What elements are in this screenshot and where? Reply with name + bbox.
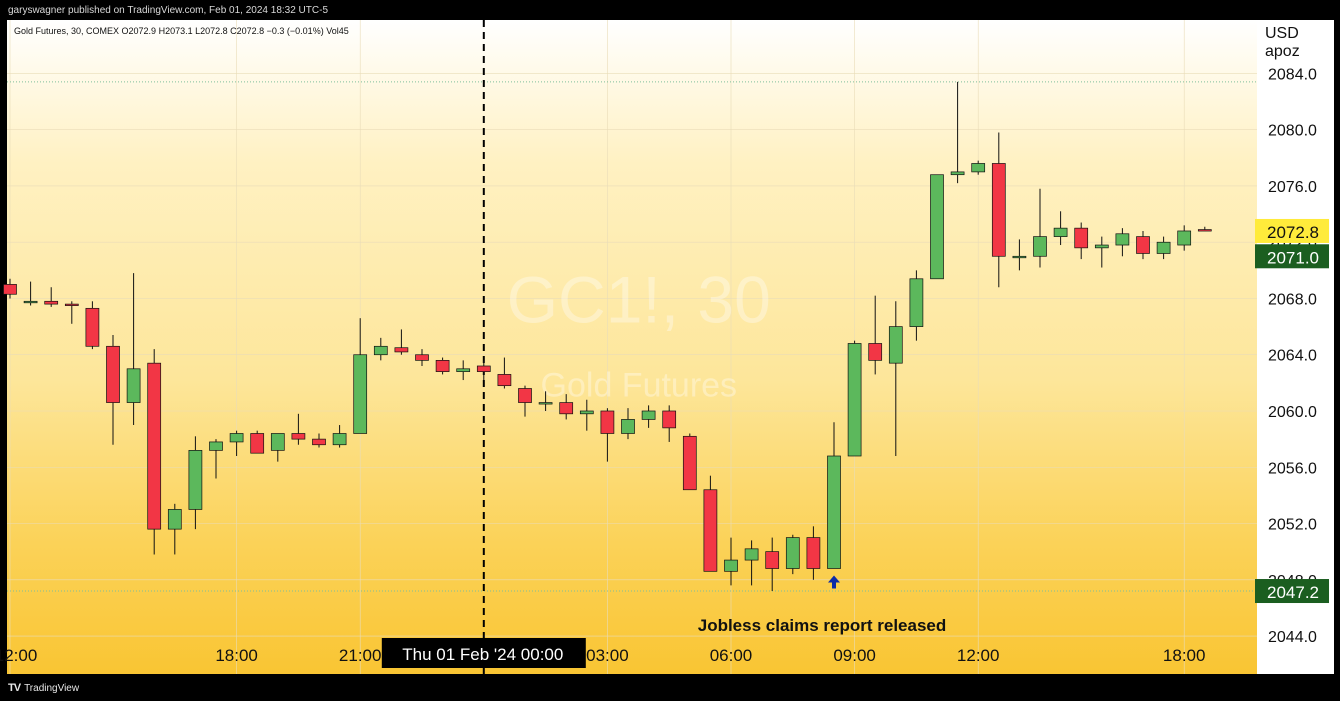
candle-up[interactable] xyxy=(579,410,594,415)
candle-up[interactable] xyxy=(1033,236,1047,257)
footer-brand: TradingView xyxy=(24,682,80,694)
candle-down[interactable] xyxy=(682,435,697,491)
candle-down[interactable] xyxy=(250,433,265,454)
axis-sub-label: apoz xyxy=(1265,43,1300,60)
y-tick-label: 2068.0 xyxy=(1268,291,1317,308)
x-tick-label: 09:00 xyxy=(833,646,876,665)
candle-up[interactable] xyxy=(744,548,759,561)
candle-down[interactable] xyxy=(1197,229,1212,232)
y-tick-label: 2084.0 xyxy=(1268,66,1317,83)
candle-down[interactable] xyxy=(312,438,326,446)
candle-down[interactable] xyxy=(3,284,17,295)
candle-up[interactable] xyxy=(888,326,903,364)
candle-down[interactable] xyxy=(415,354,429,361)
x-tick-label: 12:00 xyxy=(0,646,37,665)
candle-down[interactable] xyxy=(476,365,491,372)
candle-up[interactable] xyxy=(229,433,244,443)
candle-up[interactable] xyxy=(23,300,38,304)
candle-down[interactable] xyxy=(44,300,59,305)
x-tick-label: 03:00 xyxy=(586,646,629,665)
watermark-name: Gold Futures xyxy=(541,366,738,404)
candle-up[interactable] xyxy=(126,368,141,403)
candle-up[interactable] xyxy=(950,171,965,176)
y-tick-label: 2044.0 xyxy=(1268,629,1317,646)
tradingview-logo-icon: TV xyxy=(8,682,21,694)
crosshair-time-label: Thu 01 Feb '24 00:00 xyxy=(402,645,563,664)
candle-up[interactable] xyxy=(1053,227,1068,237)
x-tick-label: 12:00 xyxy=(957,646,1000,665)
candle-down[interactable] xyxy=(600,410,615,434)
candle-down[interactable] xyxy=(1074,227,1089,249)
candle-up[interactable] xyxy=(1094,244,1109,249)
candle-down[interactable] xyxy=(559,402,574,415)
y-tick-label: 2080.0 xyxy=(1268,123,1317,140)
last-price-badge xyxy=(1255,218,1329,243)
published-by-text: garyswagner published on TradingView.com… xyxy=(8,5,329,16)
candle-down[interactable] xyxy=(868,343,883,361)
candle-down[interactable] xyxy=(394,347,409,353)
price-axis[interactable] xyxy=(1257,20,1334,674)
candle-down[interactable] xyxy=(1136,236,1150,254)
candle-up[interactable] xyxy=(724,559,738,572)
series-legend: Gold Futures, 30, COMEX O2072.9 H2073.1 … xyxy=(14,26,349,36)
x-tick-label: 06:00 xyxy=(710,646,753,665)
candle-up[interactable] xyxy=(188,450,203,510)
candle-down[interactable] xyxy=(106,345,120,403)
axis-currency: USD xyxy=(1265,25,1299,42)
price-level-label: 2047.2 xyxy=(1267,583,1319,602)
candle-up[interactable] xyxy=(1012,255,1027,259)
candle-up[interactable] xyxy=(538,402,553,405)
candle-up[interactable] xyxy=(827,455,841,569)
candle-up[interactable] xyxy=(1115,233,1130,246)
price-level-badge xyxy=(1255,244,1329,269)
candle-down[interactable] xyxy=(497,374,512,387)
candle-up[interactable] xyxy=(270,433,285,451)
candle-up[interactable] xyxy=(971,163,986,173)
crosshair-time-badge xyxy=(381,638,586,668)
candle-up[interactable] xyxy=(785,537,800,569)
y-tick-label: 2076.0 xyxy=(1268,179,1317,196)
candle-down[interactable] xyxy=(147,362,162,530)
y-tick-label: 2056.0 xyxy=(1268,460,1317,477)
candle-up[interactable] xyxy=(1177,230,1192,246)
candle-down[interactable] xyxy=(806,537,821,569)
candle-down[interactable] xyxy=(518,388,532,403)
candle-down[interactable] xyxy=(64,303,79,306)
annotation-label: Jobless claims report released xyxy=(698,616,947,635)
price-level-label: 2071.0 xyxy=(1267,248,1319,267)
last-price-label: 2072.8 xyxy=(1267,223,1319,242)
candle-down[interactable] xyxy=(662,410,677,429)
y-tick-label: 2052.0 xyxy=(1268,517,1317,534)
candle-up[interactable] xyxy=(641,410,656,420)
candle-down[interactable] xyxy=(703,489,718,572)
chart-background[interactable] xyxy=(7,20,1334,674)
candle-up[interactable] xyxy=(353,354,368,434)
candle-up[interactable] xyxy=(332,433,347,446)
candle-up[interactable] xyxy=(373,345,388,356)
up-arrow-icon[interactable] xyxy=(828,575,840,589)
x-tick-label: 21:00 xyxy=(339,646,382,665)
tradingview-footer[interactable]: TV TradingView xyxy=(8,682,79,694)
price-level-badge xyxy=(1255,579,1329,604)
x-tick-label: 18:00 xyxy=(215,646,258,665)
y-tick-label: 2064.0 xyxy=(1268,348,1317,365)
candle-down[interactable] xyxy=(291,433,306,440)
candle-down[interactable] xyxy=(85,307,100,347)
candle-up[interactable] xyxy=(909,278,924,327)
candle-down[interactable] xyxy=(991,163,1006,257)
watermark-symbol: GC1!, 30 xyxy=(507,262,771,336)
candle-down[interactable] xyxy=(765,551,780,569)
candle-up[interactable] xyxy=(621,419,635,434)
x-tick-label: 18:00 xyxy=(1163,646,1206,665)
candle-up[interactable] xyxy=(930,174,944,280)
y-tick-label: 2060.0 xyxy=(1268,404,1317,421)
candle-up[interactable] xyxy=(456,368,471,372)
candle-down[interactable] xyxy=(435,360,450,372)
candle-up[interactable] xyxy=(167,509,182,530)
candle-up[interactable] xyxy=(209,441,223,451)
candle-up[interactable] xyxy=(1156,241,1171,254)
candle-up[interactable] xyxy=(847,343,862,457)
